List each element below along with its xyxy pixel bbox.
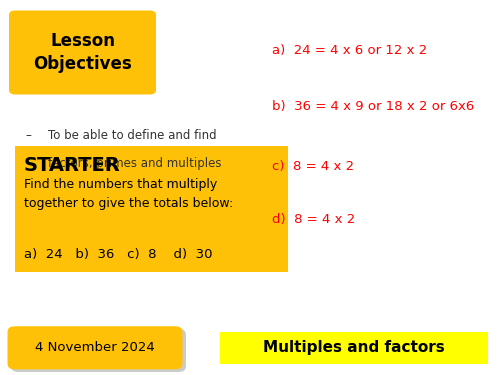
FancyBboxPatch shape — [11, 329, 186, 372]
Text: To be able to define and find: To be able to define and find — [48, 129, 216, 142]
FancyBboxPatch shape — [9, 10, 156, 94]
Text: 4 November 2024: 4 November 2024 — [35, 341, 155, 354]
Text: factors, primes and multiples: factors, primes and multiples — [48, 158, 221, 171]
Text: –: – — [25, 129, 31, 142]
Text: a)  24   b)  36   c)  8    d)  30: a) 24 b) 36 c) 8 d) 30 — [24, 248, 212, 261]
Text: a)  24 = 4 x 6 or 12 x 2: a) 24 = 4 x 6 or 12 x 2 — [272, 44, 428, 57]
Text: b)  36 = 4 x 9 or 18 x 2 or 6x6: b) 36 = 4 x 9 or 18 x 2 or 6x6 — [272, 100, 475, 113]
Text: d)  8 = 4 x 2: d) 8 = 4 x 2 — [272, 213, 356, 226]
Text: Multiples and factors: Multiples and factors — [263, 340, 444, 356]
Text: Lesson
Objectives: Lesson Objectives — [33, 32, 132, 73]
Text: c)  8 = 4 x 2: c) 8 = 4 x 2 — [272, 160, 354, 173]
FancyBboxPatch shape — [15, 146, 287, 272]
Text: Find the numbers that multiply
together to give the totals below:: Find the numbers that multiply together … — [24, 178, 233, 210]
FancyBboxPatch shape — [8, 326, 182, 369]
FancyBboxPatch shape — [220, 332, 487, 364]
Text: STARTER: STARTER — [24, 156, 121, 175]
